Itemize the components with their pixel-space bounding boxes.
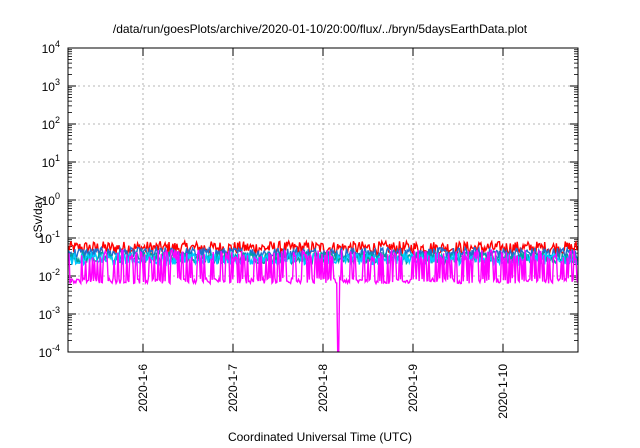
y-tick-label: 103 (42, 77, 60, 94)
x-tick-label: 2020-1-6 (136, 364, 150, 412)
series-line-0 (68, 238, 578, 258)
y-tick-label: 100 (42, 191, 60, 208)
y-tick-label: 10-4 (39, 343, 60, 360)
x-tick-label: 2020-1-9 (406, 364, 420, 412)
y-tick-label: 104 (42, 39, 60, 56)
y-tick-label: 102 (42, 115, 60, 132)
plot-frame (67, 47, 579, 353)
y-tick-label: 10-3 (39, 305, 60, 322)
y-tick-label: 10-2 (39, 267, 60, 284)
y-tick-label: 10-1 (39, 229, 60, 246)
series-line-4 (68, 248, 578, 352)
chart-title: /data/run/goesPlots/archive/2020-01-10/2… (112, 22, 528, 36)
y-tick-label: 101 (42, 153, 60, 170)
x-tick-label: 2020-1-7 (226, 364, 240, 412)
x-axis-label: Coordinated Universal Time (UTC) (227, 430, 413, 444)
x-tick-label: 2020-1-8 (316, 364, 330, 412)
x-tick-label: 2020-1-10 (496, 364, 510, 419)
